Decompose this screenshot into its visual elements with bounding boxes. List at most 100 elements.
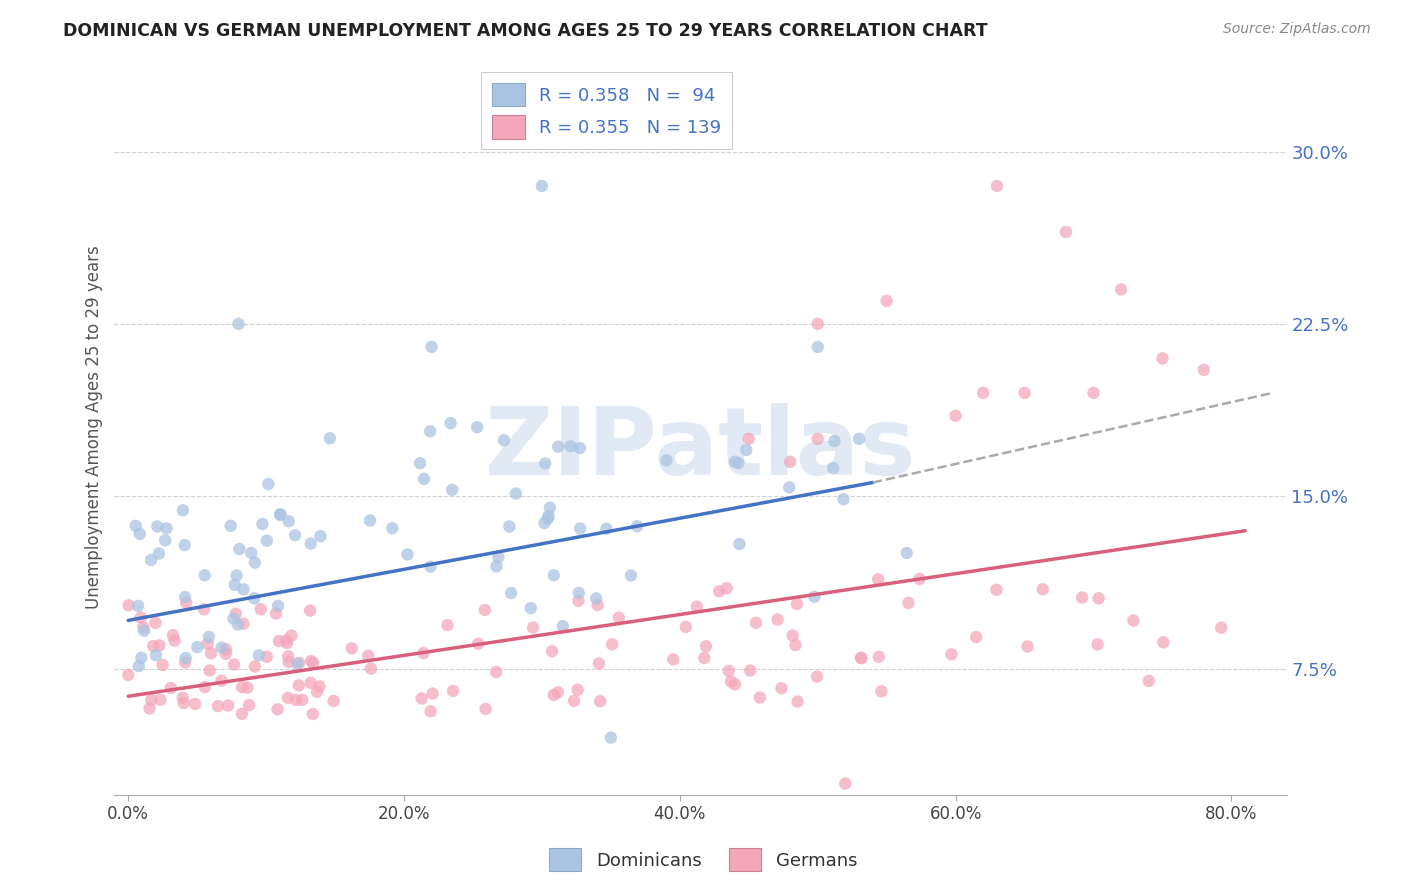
Point	[474, 603, 496, 617]
Point	[1211, 621, 1233, 635]
Point	[589, 694, 612, 708]
Point	[803, 590, 825, 604]
Point	[160, 681, 183, 695]
Point	[194, 568, 217, 582]
Point	[626, 519, 648, 533]
Point	[231, 680, 253, 694]
Point	[319, 431, 342, 445]
Point	[152, 657, 174, 672]
Point	[551, 619, 574, 633]
Point	[534, 457, 557, 471]
Point	[807, 340, 830, 354]
Point	[717, 664, 740, 678]
Point	[359, 513, 381, 527]
Point	[1152, 635, 1174, 649]
Point	[724, 677, 747, 691]
Point	[786, 694, 808, 708]
Point	[215, 647, 238, 661]
Y-axis label: Unemployment Among Ages 25 to 29 years: Unemployment Among Ages 25 to 29 years	[86, 245, 103, 609]
Point	[277, 690, 299, 705]
Point	[413, 472, 436, 486]
Point	[222, 657, 245, 672]
Point	[340, 641, 363, 656]
Point	[422, 687, 444, 701]
Point	[868, 573, 890, 587]
Point	[264, 607, 287, 621]
Point	[225, 568, 247, 582]
Point	[770, 681, 793, 695]
Point	[409, 456, 432, 470]
Point	[215, 642, 238, 657]
Point	[138, 701, 160, 715]
Point	[357, 648, 380, 663]
Point	[197, 637, 219, 651]
Point	[986, 582, 1008, 597]
Point	[441, 684, 464, 698]
Point	[807, 317, 830, 331]
Legend: R = 0.358   N =  94, R = 0.355   N = 139: R = 0.358 N = 94, R = 0.355 N = 139	[481, 72, 733, 149]
Point	[287, 657, 309, 671]
Point	[419, 704, 441, 718]
Point	[302, 656, 325, 670]
Point	[174, 596, 197, 610]
Point	[972, 385, 994, 400]
Point	[896, 546, 918, 560]
Point	[145, 648, 167, 663]
Point	[308, 679, 330, 693]
Point	[200, 646, 222, 660]
Point	[276, 633, 298, 648]
Point	[174, 651, 197, 665]
Point	[1032, 582, 1054, 597]
Point	[724, 455, 747, 469]
Point	[118, 599, 141, 613]
Point	[149, 693, 172, 707]
Point	[436, 618, 458, 632]
Point	[128, 659, 150, 673]
Point	[226, 617, 249, 632]
Point	[522, 621, 544, 635]
Point	[607, 610, 630, 624]
Point	[309, 529, 332, 543]
Point	[786, 597, 808, 611]
Point	[569, 521, 592, 535]
Point	[823, 461, 845, 475]
Point	[740, 664, 762, 678]
Point	[707, 584, 730, 599]
Legend: Dominicans, Germans: Dominicans, Germans	[541, 841, 865, 879]
Point	[222, 612, 245, 626]
Point	[695, 640, 717, 654]
Point	[288, 656, 311, 670]
Point	[277, 655, 299, 669]
Point	[727, 456, 749, 470]
Point	[485, 559, 508, 574]
Point	[1137, 673, 1160, 688]
Point	[1109, 282, 1132, 296]
Point	[543, 688, 565, 702]
Point	[146, 519, 169, 533]
Point	[174, 590, 197, 604]
Point	[505, 486, 527, 500]
Point	[174, 656, 197, 670]
Point	[131, 650, 153, 665]
Point	[217, 698, 239, 713]
Point	[785, 638, 807, 652]
Point	[285, 693, 308, 707]
Point	[299, 676, 322, 690]
Point	[941, 648, 963, 662]
Point	[299, 536, 322, 550]
Point	[560, 439, 582, 453]
Point	[1152, 351, 1174, 366]
Point	[538, 500, 561, 515]
Point	[567, 594, 589, 608]
Point	[824, 434, 846, 449]
Point	[595, 522, 617, 536]
Point	[778, 480, 800, 494]
Point	[498, 519, 520, 533]
Point	[738, 432, 761, 446]
Point	[474, 702, 496, 716]
Point	[745, 615, 768, 630]
Point	[277, 649, 299, 664]
Point	[162, 628, 184, 642]
Point	[198, 630, 221, 644]
Point	[243, 659, 266, 673]
